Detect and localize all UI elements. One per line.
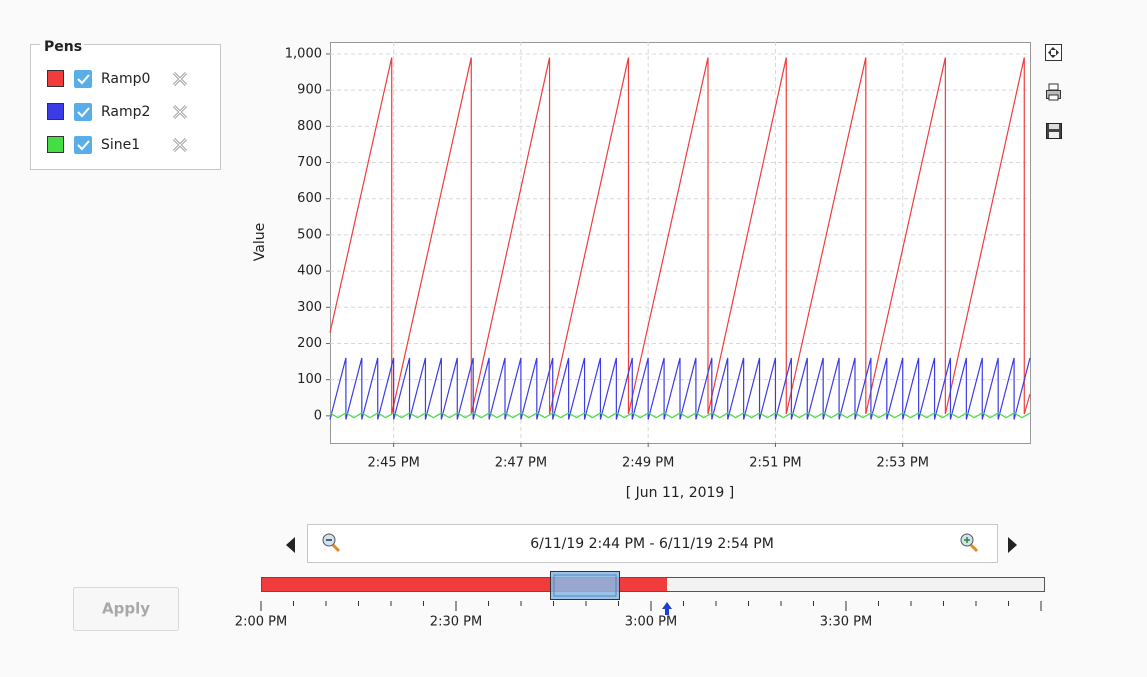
legend-remove-inner	[173, 105, 187, 119]
series-line	[329, 412, 1031, 419]
legend-label: Ramp0	[101, 71, 150, 87]
y-tick-label: 400	[297, 264, 322, 279]
legend-check	[77, 140, 90, 151]
y-axis-label: Value	[252, 223, 268, 261]
legend-swatch	[47, 136, 64, 153]
legend-check	[77, 74, 90, 85]
legend-remove-inner	[173, 72, 187, 86]
range-label: 6/11/19 2:44 PM - 6/11/19 2:54 PM	[530, 536, 774, 552]
timeline-tick-label: 3:00 PM	[625, 615, 677, 630]
timeline-tick-label: 2:30 PM	[430, 615, 482, 630]
legend-label: Ramp2	[101, 104, 150, 120]
range-box	[307, 524, 998, 563]
timeline-selection-inner	[553, 574, 617, 597]
y-tick-label: 200	[297, 336, 322, 351]
legend-checkbox[interactable]	[74, 136, 92, 154]
series-line	[329, 57, 1031, 415]
zoom-fit-icon[interactable]	[1045, 44, 1062, 61]
y-tick-label: 700	[297, 155, 322, 170]
pens-title-bg	[40, 38, 84, 52]
now-marker	[662, 602, 672, 615]
y-tick-label: 1,000	[285, 46, 322, 61]
next-arrow[interactable]	[1008, 537, 1017, 553]
timeline-selection[interactable]	[550, 571, 620, 600]
legend-checkbox[interactable]	[74, 70, 92, 88]
legend-remove-inner	[173, 138, 187, 152]
y-tick-label: 600	[297, 191, 322, 206]
zoom-out-icon[interactable]	[322, 533, 341, 553]
prev-arrow[interactable]	[286, 537, 295, 553]
x-tick-label: 2:47 PM	[495, 456, 547, 471]
apply-button-label[interactable]: Apply	[102, 600, 150, 618]
pens-title: Pens	[44, 39, 82, 55]
x-tick-label: 2:51 PM	[749, 456, 801, 471]
legend-swatch	[47, 103, 64, 120]
y-tick-label: 800	[297, 119, 322, 134]
legend-check	[77, 107, 90, 118]
y-tick-label: 0	[314, 408, 322, 423]
x-tick-label: 2:45 PM	[367, 456, 419, 471]
zoom-in-icon[interactable]	[960, 533, 979, 553]
save-icon[interactable]	[1046, 123, 1062, 139]
x-tick-label: 2:53 PM	[877, 456, 929, 471]
legend-label: Sine1	[101, 137, 140, 153]
print-icon[interactable]	[1046, 83, 1061, 101]
y-tick-label: 500	[297, 227, 322, 242]
series-line	[329, 357, 1031, 420]
legend-checkbox[interactable]	[74, 103, 92, 121]
x-axis-label: [ Jun 11, 2019 ]	[626, 485, 735, 501]
y-tick-label: 100	[297, 372, 322, 387]
legend-swatch	[47, 70, 64, 87]
timeline-tick-label: 2:00 PM	[235, 615, 287, 630]
y-tick-label: 900	[297, 83, 322, 98]
timeline-tick-label: 3:30 PM	[820, 615, 872, 630]
y-tick-label: 300	[297, 300, 322, 315]
x-tick-label: 2:49 PM	[622, 456, 674, 471]
apply-button[interactable]	[73, 587, 179, 631]
